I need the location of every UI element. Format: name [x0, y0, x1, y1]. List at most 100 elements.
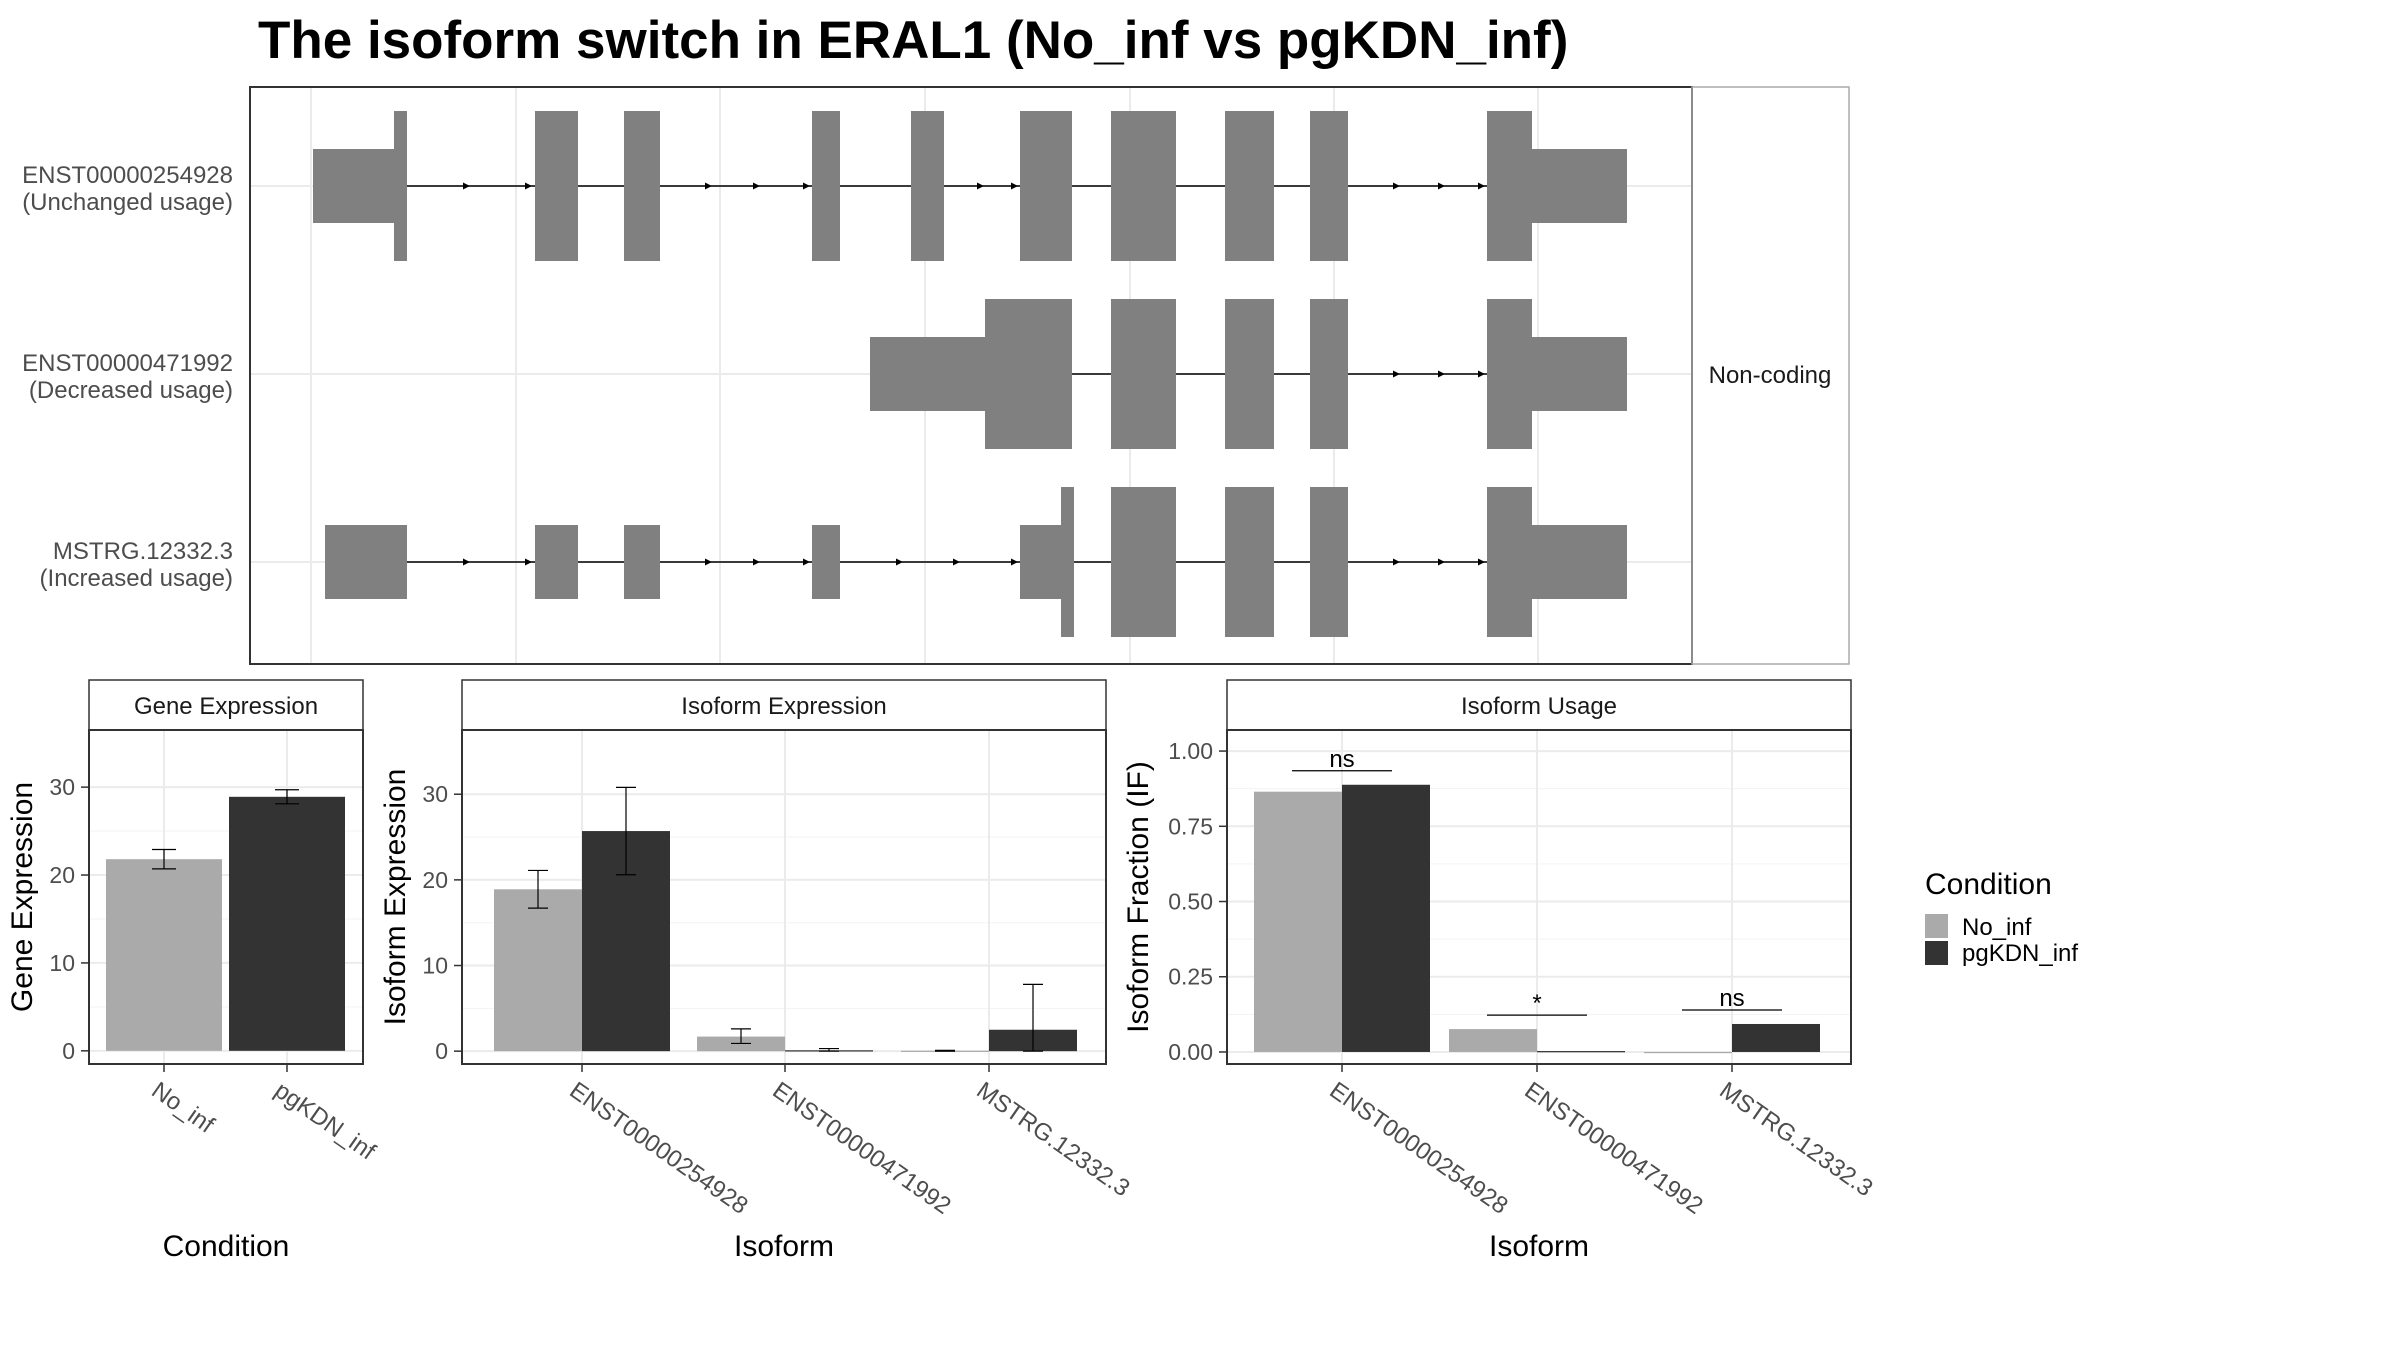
structure-strip-frame: [1691, 86, 1850, 665]
isoform-track-0: [313, 111, 1627, 261]
bar: [106, 859, 222, 1051]
y-tick-label: 0.50: [1168, 889, 1213, 915]
x-axis-title: Isoform: [734, 1230, 834, 1263]
strand-arrow: [1438, 558, 1445, 566]
bar: [1644, 1051, 1732, 1054]
x-tick-label: MSTRG.12332.3: [1715, 1077, 1878, 1202]
strand-arrow: [525, 182, 532, 190]
significance-label: *: [1532, 990, 1541, 1017]
strand-arrow: [1438, 370, 1445, 378]
strand-arrow: [1478, 370, 1485, 378]
x-tick-label: ENST00000254928: [1325, 1077, 1513, 1220]
strand-arrow: [463, 182, 470, 190]
x-axis: ENST00000254928 ENST00000471992 MSTRG.1233…: [565, 1064, 1135, 1220]
strand-arrow: [705, 558, 712, 566]
y-tick-label: 0: [62, 1038, 75, 1064]
isoform-usage-label: (Unchanged usage): [22, 189, 233, 216]
exon: [1310, 111, 1348, 261]
strand-arrow: [1438, 182, 1445, 190]
panel-plot-frame: [1226, 729, 1852, 1065]
strand-arrow: [1393, 558, 1400, 566]
isoform-label-0: ENST00000254928 (Unchanged usage): [22, 162, 233, 216]
y-axis-title: Gene Expression: [6, 782, 39, 1012]
exon: [1487, 149, 1627, 223]
isoform-structure-panel: Non-coding ENST00000254928 (Unchanged us…: [22, 86, 1850, 665]
panel-strip-label: Isoform Expression: [681, 693, 886, 720]
x-tick-label: ENST00000471992: [1520, 1077, 1708, 1220]
gene-expression-panel: Gene Expression 0 10 20 30 No_inf pgKDN_inf Con…: [6, 679, 380, 1263]
y-tick-label: 10: [422, 953, 448, 979]
bar: [1449, 1029, 1537, 1052]
panel-bars: [494, 786, 1077, 1052]
bar: [494, 889, 582, 1052]
exon: [812, 525, 840, 599]
x-axis-title: Condition: [163, 1230, 290, 1263]
x-tick-label: MSTRG.12332.3: [972, 1077, 1135, 1202]
bar: [1342, 784, 1430, 1052]
panel-bars: ns * ns: [1254, 746, 1820, 1054]
exon: [535, 111, 578, 261]
y-axis-title: Isoform Expression: [379, 769, 412, 1026]
isoform-usage-label: (Decreased usage): [29, 377, 233, 404]
panel-plot-frame: [461, 729, 1107, 1065]
bar: [1537, 1051, 1625, 1053]
strand-arrow: [525, 558, 532, 566]
y-tick-label: 0: [435, 1038, 448, 1064]
y-axis-title: Isoform Fraction (IF): [1122, 761, 1155, 1033]
strand-arrow: [1393, 182, 1400, 190]
isoform-id-label: MSTRG.12332.3: [53, 538, 233, 565]
x-tick-label: No_inf: [147, 1077, 220, 1139]
exon: [624, 111, 660, 261]
isoform-id-label: ENST00000471992: [22, 350, 233, 377]
isoform-track-1: [870, 299, 1627, 449]
isoform-label-1: ENST00000471992 (Decreased usage): [22, 350, 233, 404]
exon: [1111, 487, 1176, 637]
figure-title: The isoform switch in ERAL1 (No_inf vs p…: [258, 11, 1568, 70]
x-tick-label: ENST00000254928: [565, 1077, 753, 1220]
strand-arrow: [1478, 182, 1485, 190]
exon: [1020, 111, 1072, 261]
strand-arrow: [705, 182, 712, 190]
isoform-usage-label: (Increased usage): [40, 565, 233, 592]
panel-bars: [106, 789, 345, 1051]
strand-arrow: [1393, 370, 1400, 378]
bar: [229, 796, 345, 1051]
y-tick-label: 0.75: [1168, 813, 1213, 839]
legend-label-pgkdn-inf: pgKDN_inf: [1962, 940, 2078, 967]
exon: [1225, 299, 1274, 449]
legend: Condition No_inf pgKDN_inf: [1925, 868, 2078, 967]
exon: [1487, 337, 1627, 411]
exon: [985, 299, 1072, 449]
strand-arrow: [463, 558, 470, 566]
exon: [1310, 487, 1348, 637]
x-axis: No_inf pgKDN_inf: [147, 1064, 380, 1166]
strand-arrow: [753, 182, 760, 190]
y-axis: 0 10 20 30: [422, 781, 462, 1064]
legend-swatch-pgkdn-inf: [1925, 941, 1948, 965]
strand-arrow: [803, 182, 810, 190]
y-tick-label: 20: [49, 862, 75, 888]
structure-strip-label: Non-coding: [1709, 362, 1832, 389]
legend-swatch-no-inf: [1925, 914, 1948, 938]
y-tick-label: 1.00: [1168, 738, 1213, 764]
x-tick-label: ENST00000471992: [768, 1077, 956, 1220]
strand-arrow: [1011, 558, 1018, 566]
panel-strip-label: Gene Expression: [134, 693, 318, 720]
strand-arrow: [753, 558, 760, 566]
significance-label: ns: [1719, 985, 1744, 1012]
exon: [1487, 525, 1627, 599]
panel-strip: [88, 679, 364, 731]
isoform-label-2: MSTRG.12332.3 (Increased usage): [40, 538, 233, 592]
legend-title: Condition: [1925, 868, 2052, 901]
exon: [1225, 487, 1274, 637]
panel-strip: [1226, 679, 1852, 731]
x-axis-title: Isoform: [1489, 1230, 1589, 1263]
exon: [394, 111, 407, 261]
exon: [624, 525, 660, 599]
y-tick-label: 30: [49, 774, 75, 800]
panel-plot-frame: [88, 729, 364, 1065]
panel-strip-label: Isoform Usage: [1461, 693, 1617, 720]
strand-arrow: [1011, 182, 1018, 190]
strand-arrow: [896, 558, 903, 566]
